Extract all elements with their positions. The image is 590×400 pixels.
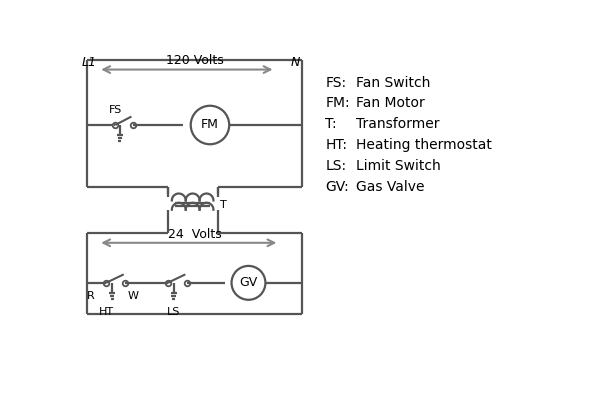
Text: Gas Valve: Gas Valve (356, 180, 425, 194)
Text: T:: T: (326, 117, 337, 131)
Text: GV:: GV: (326, 180, 349, 194)
Text: Fan Motor: Fan Motor (356, 96, 425, 110)
Text: LS: LS (167, 307, 181, 317)
Text: R: R (87, 290, 94, 300)
Text: T: T (220, 200, 227, 210)
Text: W: W (127, 290, 139, 300)
Text: HT:: HT: (326, 138, 348, 152)
Text: Limit Switch: Limit Switch (356, 159, 441, 173)
Text: FM:: FM: (326, 96, 350, 110)
Text: FS:: FS: (326, 76, 346, 90)
Text: N: N (291, 56, 300, 69)
Text: GV: GV (240, 276, 258, 289)
Text: Transformer: Transformer (356, 117, 440, 131)
Text: Fan Switch: Fan Switch (356, 76, 431, 90)
Text: LS:: LS: (326, 159, 346, 173)
Text: L1: L1 (81, 56, 96, 69)
Text: Heating thermostat: Heating thermostat (356, 138, 492, 152)
Text: FS: FS (109, 105, 122, 115)
Text: FM: FM (201, 118, 219, 132)
Text: HT: HT (99, 307, 114, 317)
Text: 24  Volts: 24 Volts (168, 228, 221, 240)
Text: 120 Volts: 120 Volts (166, 54, 224, 67)
